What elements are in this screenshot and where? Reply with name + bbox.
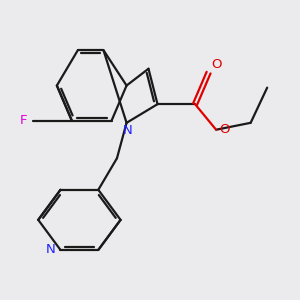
Text: O: O <box>219 123 230 136</box>
Text: O: O <box>212 58 222 71</box>
Text: N: N <box>46 243 56 256</box>
Text: F: F <box>20 114 27 127</box>
Text: N: N <box>123 124 133 137</box>
